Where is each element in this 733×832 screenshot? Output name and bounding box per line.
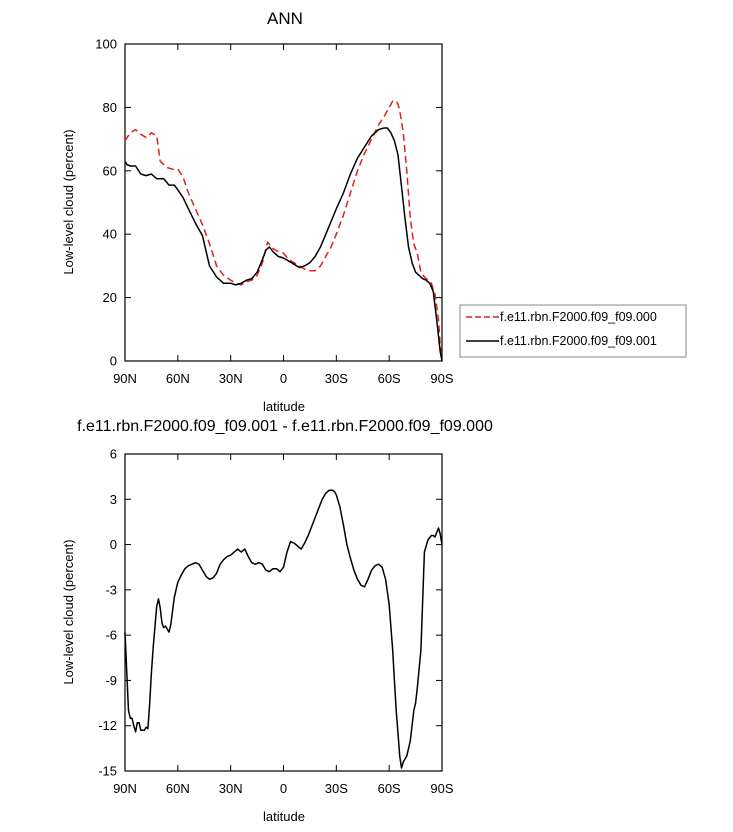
bottom-chart-y-axis: 6 3 0 -3 -6 -9 -12 -15 xyxy=(98,447,442,779)
y-tick-label: 60 xyxy=(103,163,117,178)
bottom-chart-y-axis-label: Low-level cloud (percent) xyxy=(61,539,76,684)
y-tick-label: 80 xyxy=(103,100,117,115)
top-chart-title: ANN xyxy=(267,9,303,28)
series-line-1 xyxy=(124,489,443,769)
x-tick-label: 60S xyxy=(378,371,401,386)
y-tick-label: 3 xyxy=(110,492,117,507)
x-tick-label: 90N xyxy=(113,781,137,796)
x-tick-label: 60S xyxy=(378,781,401,796)
y-tick-label: -3 xyxy=(105,582,117,597)
top-chart-x-axis-label: latitude xyxy=(263,399,305,414)
y-tick-label: -15 xyxy=(98,764,117,779)
x-tick-label: 90N xyxy=(113,371,137,386)
y-tick-label: 0 xyxy=(110,354,117,369)
bottom-chart-x-axis-label: latitude xyxy=(263,809,305,824)
x-tick-label: 0 xyxy=(280,371,287,386)
top-chart-legend: f.e11.rbn.F2000.f09_f09.000 f.e11.rbn.F2… xyxy=(459,304,687,358)
series-line-2 xyxy=(124,127,443,362)
bottom-chart-title: f.e11.rbn.F2000.f09_f09.001 - f.e11.rbn.… xyxy=(77,418,493,435)
x-tick-label: 30S xyxy=(325,781,348,796)
x-tick-label: 60N xyxy=(166,371,190,386)
legend-label-series-1: f.e11.rbn.F2000.f09_f09.000 xyxy=(500,310,657,324)
top-chart-plot-frame xyxy=(124,43,443,362)
bottom-chart-x-axis: 90N 60N 30N 0 30S 60S 90S xyxy=(113,454,454,796)
y-tick-label: -9 xyxy=(105,673,117,688)
y-tick-label: 0 xyxy=(110,537,117,552)
x-tick-label: 60N xyxy=(166,781,190,796)
top-chart-x-axis: 90N 60N 30N 0 30S 60S 90S xyxy=(113,44,454,386)
x-tick-label: 0 xyxy=(280,781,287,796)
y-tick-label: 20 xyxy=(103,290,117,305)
y-tick-label: -6 xyxy=(105,628,117,643)
top-chart-y-axis: 0 20 40 60 80 100 xyxy=(95,37,442,369)
x-tick-label: 30N xyxy=(219,371,243,386)
y-tick-label: 6 xyxy=(110,447,117,462)
y-tick-label: 100 xyxy=(95,37,117,52)
legend-box xyxy=(459,304,687,358)
x-tick-label: 90S xyxy=(430,371,453,386)
x-tick-label: 30S xyxy=(325,371,348,386)
top-chart: ANN 0 20 40 60 80 100 90N 60N 30N 0 30S 60S 90S lat… xyxy=(61,9,454,414)
y-tick-label: -12 xyxy=(98,718,117,733)
bottom-chart-series xyxy=(124,489,443,769)
top-chart-y-axis-label: Low-level cloud (percent) xyxy=(61,129,76,274)
legend-label-series-2: f.e11.rbn.F2000.f09_f09.001 xyxy=(500,334,657,348)
series-line-1 xyxy=(124,100,443,362)
x-tick-label: 30N xyxy=(219,781,243,796)
top-chart-series xyxy=(124,100,443,362)
x-tick-label: 90S xyxy=(430,781,453,796)
y-tick-label: 40 xyxy=(103,227,117,242)
bottom-chart: f.e11.rbn.F2000.f09_f09.001 - f.e11.rbn.… xyxy=(61,418,493,824)
